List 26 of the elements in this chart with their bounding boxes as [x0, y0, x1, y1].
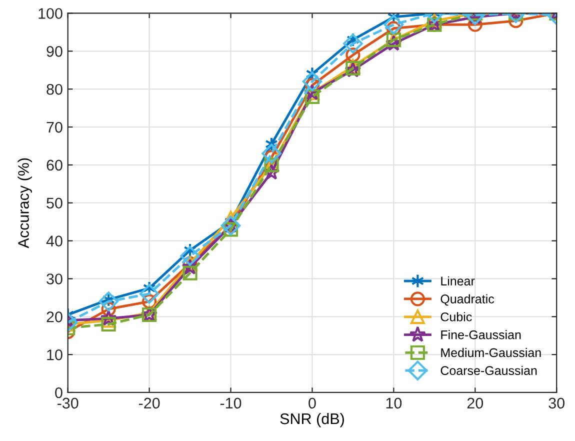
legend-label: Fine-Gaussian: [441, 330, 521, 340]
x-tick-label: 30: [548, 398, 564, 409]
legend-label: Coarse-Gaussian: [440, 366, 537, 376]
legend-label: Cubic: [440, 312, 472, 322]
legend-label: Medium-Gaussian: [441, 348, 541, 358]
y-tick-label: 30: [46, 274, 62, 284]
y-tick-label: 10: [47, 349, 62, 360]
x-tick-label: 20: [467, 398, 484, 409]
legend-label: Quadratic: [440, 294, 494, 306]
y-axis-title: Accuracy (%): [18, 158, 32, 248]
y-tick-label: 40: [46, 236, 62, 246]
y-tick-label: 50: [46, 198, 62, 209]
x-tick-label: -20: [138, 398, 160, 409]
x-axis-title: SNR (dB): [280, 412, 344, 428]
y-tick-label: 100: [38, 8, 62, 19]
y-tick-label: 0: [55, 387, 62, 398]
legend-label: Linear: [441, 276, 475, 286]
y-tick-label: 20: [46, 312, 62, 322]
y-tick-label: 90: [46, 46, 62, 57]
y-tick-label: 70: [46, 122, 62, 133]
x-tick-label: -30: [57, 398, 78, 409]
y-tick-label: 60: [46, 160, 62, 171]
x-tick-label: 10: [386, 398, 402, 409]
y-tick-label: 80: [46, 84, 62, 95]
x-tick-label: 0: [308, 398, 316, 409]
x-tick-label: -10: [220, 398, 242, 409]
